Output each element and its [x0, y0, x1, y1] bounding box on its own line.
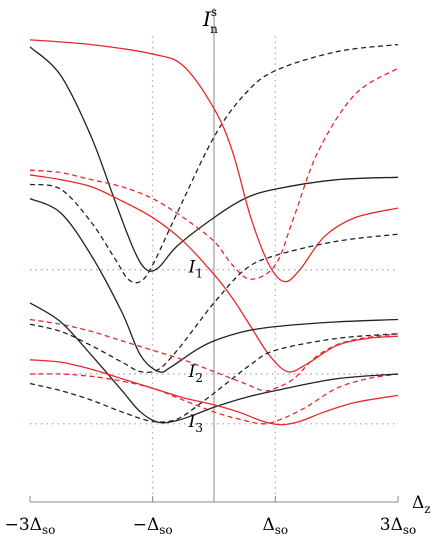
series-line-12 [29, 359, 399, 426]
series-line-8 [29, 318, 399, 392]
level-label: I3 [188, 412, 203, 435]
x-tick-label: −Δso [133, 515, 173, 536]
x-axis-label: Δz [412, 493, 431, 516]
reference-lines [30, 8, 398, 502]
series-line-5 [29, 174, 399, 373]
series-line-4 [29, 67, 399, 280]
series-line-2 [29, 43, 399, 284]
y-axis-label: Is n [202, 5, 218, 36]
curves [29, 39, 399, 426]
level-label: I1 [188, 258, 203, 281]
axes: −3Δso −Δso Δso 3Δso [5, 496, 416, 536]
series-line-9 [29, 373, 399, 425]
series-line-11 [29, 333, 399, 423]
level-label: I2 [188, 362, 203, 385]
series-line-3 [29, 39, 399, 283]
x-tick-label: 3Δso [380, 515, 416, 536]
x-tick-label: Δso [262, 515, 288, 536]
series-line-6 [29, 198, 399, 373]
series-line-10 [29, 302, 399, 424]
series-line-7 [29, 233, 399, 374]
series-line-1 [29, 46, 399, 272]
x-tick-label: −3Δso [5, 515, 56, 536]
labels: Δz Is n I1 I2 I3 [188, 5, 431, 516]
